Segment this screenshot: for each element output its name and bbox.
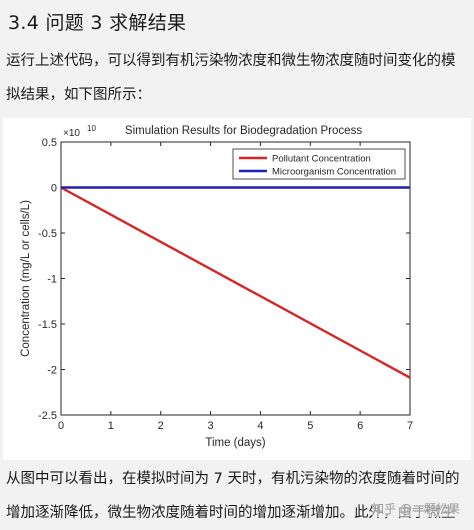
section-heading: 3.4 问题 3 求解结果 (8, 12, 187, 34)
legend-label: Pollutant Concentration (272, 154, 371, 165)
x-tick-label: 5 (307, 420, 313, 432)
legend-label: Microorganism Concentration (272, 167, 396, 178)
chart-title: Simulation Results for Biodegradation Pr… (125, 125, 362, 137)
plot-area (60, 141, 411, 416)
y-exponent-power: 10 (87, 124, 96, 133)
intro-paragraph: 运行上述代码，可以得到有机污染物浓度和微生物浓度随时间变化的模 拟结果，如下图所… (6, 44, 466, 112)
y-tick-label: -2 (47, 365, 57, 377)
x-tick-label: 0 (58, 420, 64, 432)
y-tick-label: -1.5 (38, 319, 57, 331)
x-tick-label: 2 (158, 420, 164, 432)
y-tick-label: -1 (47, 274, 57, 286)
watermark: 知乎 @一颗松果 (372, 500, 460, 517)
legend-box (232, 148, 406, 180)
x-axis-label: Time (days) (205, 437, 265, 449)
intro-line-2: 拟结果，如下图所示： (6, 87, 151, 103)
conclusion-paragraph: 从图中可以看出，在模拟时间为 7 天时，有机污染物的浓度随着时间的 增加逐渐降低… (6, 462, 466, 530)
intro-line-1: 运行上述代码，可以得到有机污染物浓度和微生物浓度随时间变化的模 (6, 53, 456, 69)
x-tick-label: 4 (257, 420, 263, 432)
x-tick-label: 1 (108, 420, 114, 432)
y-axis-label: Concentration (mg/L or cells/L) (20, 200, 32, 357)
y-tick-label: -0.5 (38, 228, 57, 240)
x-tick-label: 7 (407, 420, 413, 432)
chart-svg: 0 1 2 3 4 5 6 7 0.5 0 -0.5 -1 -1.5 -2 -2.5 ×10 10 Simulat… (20, 124, 413, 449)
x-tick-label: 6 (357, 420, 363, 432)
chart-figure: 0 1 2 3 4 5 6 7 0.5 0 -0.5 -1 -1.5 -2 -2.5 ×10 10 Simulat… (3, 118, 471, 460)
x-tick-label: 3 (208, 420, 214, 432)
conclusion-line-2: 增加逐渐降低，微生物浓度随着时间的增加逐渐增加。此外，由于微生 (6, 505, 456, 521)
y-tick-label: -2.5 (38, 410, 57, 422)
y-tick-label: 0 (51, 183, 57, 195)
conclusion-line-1: 从图中可以看出，在模拟时间为 7 天时，有机污染物的浓度随着时间的 (6, 471, 460, 487)
series-line-pollutant (60, 186, 411, 379)
y-tick-label: 0.5 (42, 137, 57, 149)
y-exponent-base: ×10 (63, 128, 80, 139)
